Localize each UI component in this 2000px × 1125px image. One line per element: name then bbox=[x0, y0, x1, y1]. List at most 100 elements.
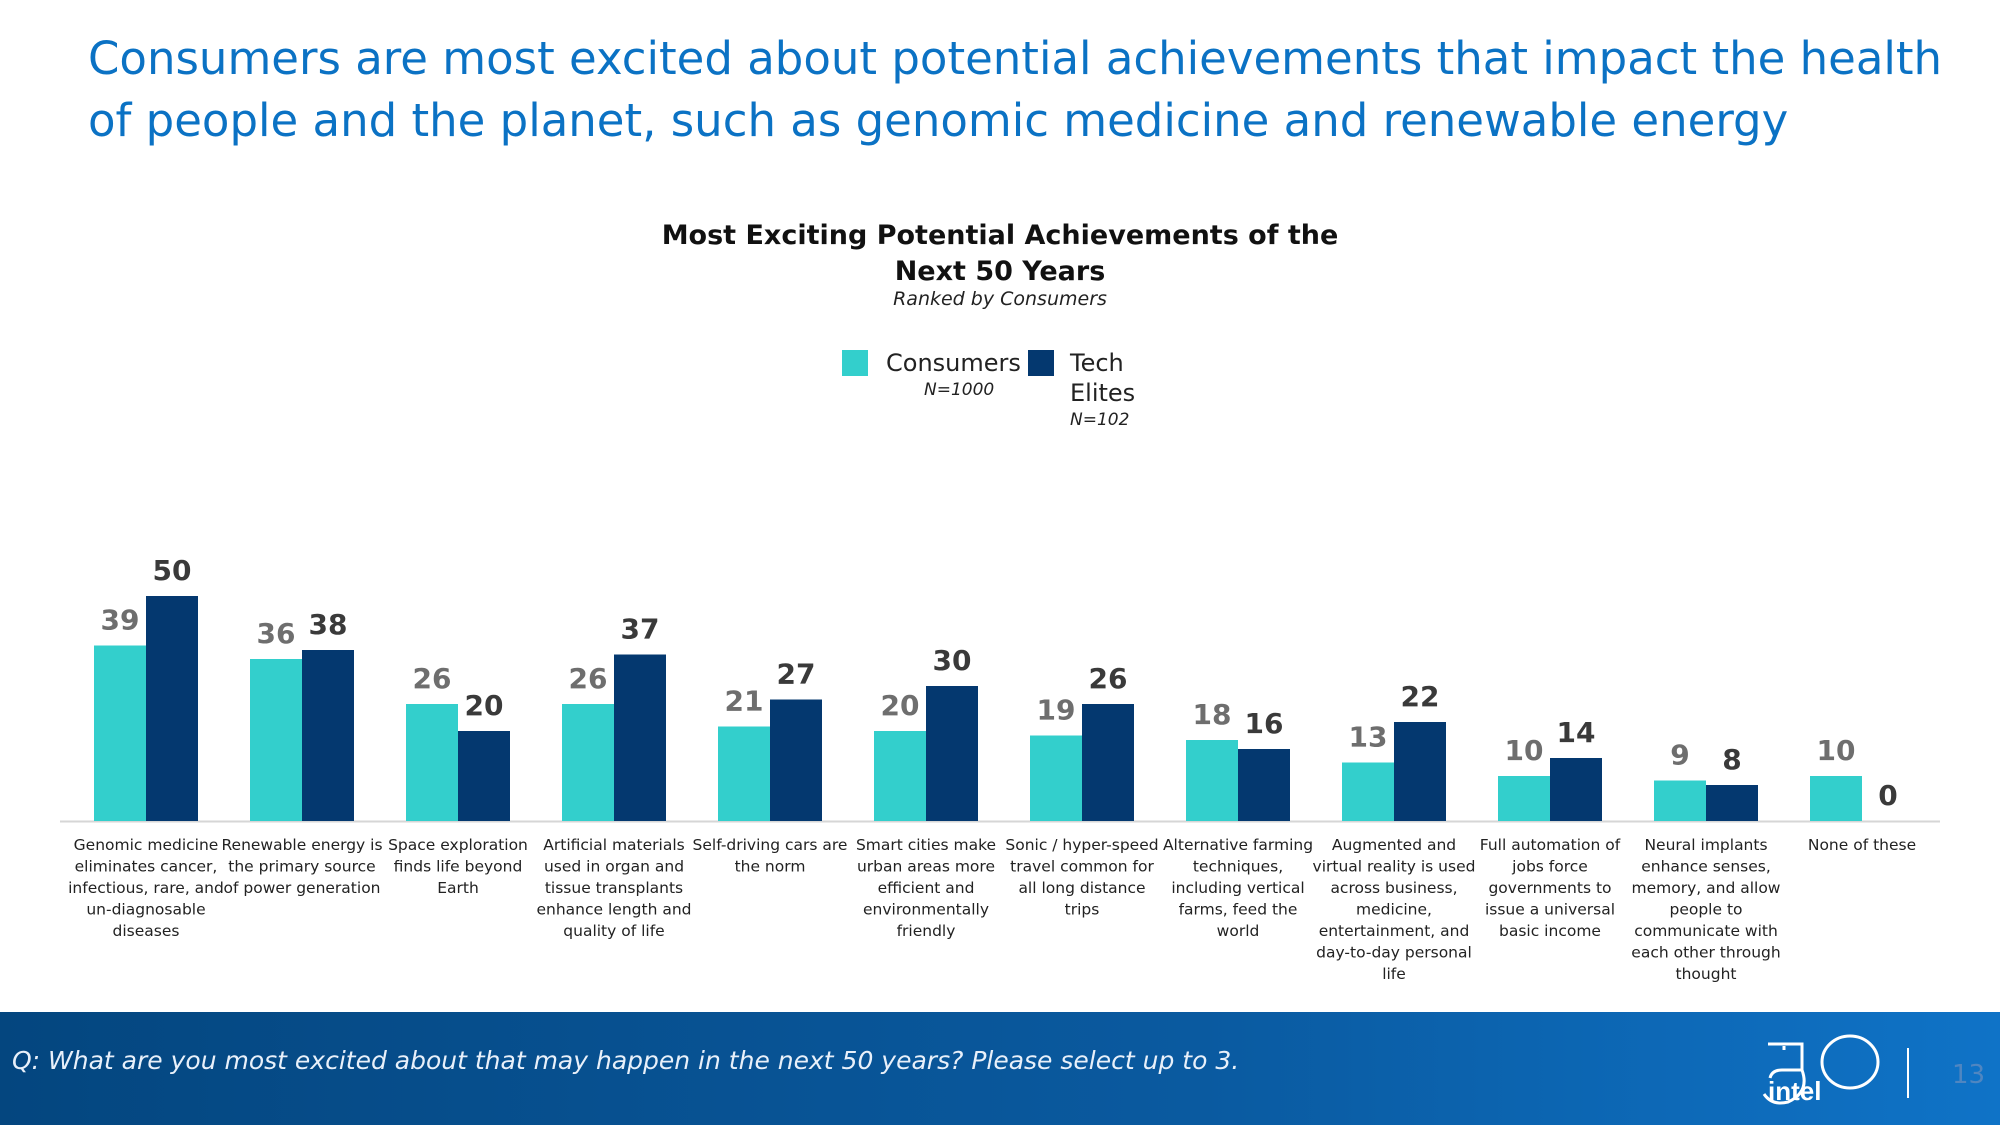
category-label-6-line-2: urban areas more bbox=[857, 858, 995, 876]
data-label-tech-elites-2: 38 bbox=[309, 608, 348, 641]
category-label-9-line-5: entertainment, and bbox=[1319, 922, 1470, 940]
data-label-tech-elites-3: 20 bbox=[465, 689, 504, 722]
data-label-consumers-5: 21 bbox=[725, 685, 764, 718]
category-label-1-line-4: un-diagnosable bbox=[86, 901, 205, 919]
category-label-10-line-5: basic income bbox=[1499, 922, 1601, 940]
data-label-consumers-3: 26 bbox=[413, 662, 452, 695]
category-label-9-line-2: virtual reality is used bbox=[1313, 858, 1476, 876]
bar-consumers-9 bbox=[1342, 762, 1394, 821]
bar-consumers-4 bbox=[562, 704, 614, 821]
category-label-4-line-2: used in organ and bbox=[544, 858, 684, 876]
headline: Consumers are most excited about potenti… bbox=[88, 32, 1943, 147]
category-label-6-line-4: environmentally bbox=[863, 901, 989, 919]
category-label-7-line-3: all long distance bbox=[1018, 879, 1145, 897]
category-label-3-line-2: finds life beyond bbox=[394, 858, 523, 876]
category-label-3-line-3: Earth bbox=[437, 879, 479, 897]
category-label-11-line-7: thought bbox=[1676, 965, 1737, 983]
chart-title: Most Exciting Potential Achievements of … bbox=[600, 218, 1400, 290]
category-label-11-line-5: communicate with bbox=[1634, 922, 1778, 940]
bar-consumers-11 bbox=[1654, 780, 1706, 821]
category-label-9-line-1: Augmented and bbox=[1332, 836, 1456, 854]
bar-tech-elites-6 bbox=[926, 686, 978, 821]
category-label-2-line-3: of power generation bbox=[224, 879, 381, 897]
category-label-8-line-4: farms, feed the bbox=[1179, 901, 1298, 919]
legend-swatch-consumers bbox=[842, 350, 868, 376]
category-label-8-line-1: Alternative farming bbox=[1163, 836, 1313, 854]
data-label-tech-elites-9: 22 bbox=[1401, 680, 1440, 713]
bar-tech-elites-11 bbox=[1706, 785, 1758, 821]
bar-consumers-1 bbox=[94, 645, 146, 821]
bar-tech-elites-1 bbox=[146, 596, 198, 821]
logo-zero-stroke bbox=[1820, 1034, 1880, 1090]
category-label-8-line-2: techniques, bbox=[1193, 858, 1283, 876]
category-label-11-line-4: people to bbox=[1669, 901, 1742, 919]
page-number: 13 bbox=[1952, 1060, 1986, 1090]
category-label-9-line-4: medicine, bbox=[1356, 901, 1432, 919]
chart-title-line-1: Most Exciting Potential Achievements of … bbox=[661, 220, 1339, 251]
category-label-8-line-3: including vertical bbox=[1171, 879, 1304, 897]
category-label-10-line-2: jobs force bbox=[1511, 858, 1588, 876]
category-label-1-line-3: infectious, rare, and bbox=[68, 879, 224, 897]
chart-subtitle: Ranked by Consumers bbox=[893, 288, 1107, 310]
category-label-11-line-1: Neural implants bbox=[1644, 836, 1767, 854]
bar-consumers-6 bbox=[874, 731, 926, 821]
data-label-tech-elites-5: 27 bbox=[777, 658, 816, 691]
category-label-7-line-4: trips bbox=[1065, 901, 1100, 919]
bar-consumers-7 bbox=[1030, 735, 1082, 821]
data-label-consumers-11: 9 bbox=[1670, 739, 1689, 772]
data-label-tech-elites-6: 30 bbox=[933, 644, 972, 677]
bar-tech-elites-8 bbox=[1238, 749, 1290, 821]
data-label-tech-elites-12: 0 bbox=[1878, 779, 1897, 812]
data-label-tech-elites-10: 14 bbox=[1557, 716, 1596, 749]
category-label-4-line-3: tissue transplants bbox=[545, 879, 683, 897]
data-label-tech-elites-11: 8 bbox=[1722, 743, 1741, 776]
category-label-10-line-1: Full automation of bbox=[1480, 836, 1621, 854]
bar-tech-elites-4 bbox=[614, 654, 666, 821]
data-label-consumers-2: 36 bbox=[257, 617, 296, 650]
category-label-6-line-3: efficient and bbox=[878, 879, 975, 897]
bar-consumers-5 bbox=[718, 726, 770, 821]
bar-tech-elites-5 bbox=[770, 699, 822, 821]
category-label-10-line-3: governments to bbox=[1488, 879, 1611, 897]
bar-tech-elites-2 bbox=[302, 650, 354, 821]
category-label-9-line-3: across business, bbox=[1330, 879, 1457, 897]
bar-chart: 39 50 Genomic medicine eliminates cancer, in… bbox=[60, 554, 1940, 983]
bar-consumers-2 bbox=[250, 659, 302, 821]
data-label-tech-elites-1: 50 bbox=[153, 554, 192, 587]
category-label-11-line-6: each other through bbox=[1631, 944, 1780, 962]
category-label-2-line-2: the primary source bbox=[228, 858, 375, 876]
category-label-7-line-2: travel common for bbox=[1010, 858, 1154, 876]
bar-tech-elites-9 bbox=[1394, 722, 1446, 821]
category-label-6-line-1: Smart cities make bbox=[856, 836, 996, 854]
category-label-5-line-1: Self-driving cars are bbox=[693, 836, 848, 854]
category-label-4-line-4: enhance length and bbox=[537, 901, 692, 919]
bar-tech-elites-7 bbox=[1082, 704, 1134, 821]
category-label-9-line-7: life bbox=[1382, 965, 1406, 983]
bar-consumers-12 bbox=[1810, 776, 1862, 821]
legend-swatch-tech-elites bbox=[1028, 350, 1054, 376]
category-label-1-line-2: eliminates cancer, bbox=[75, 858, 218, 876]
legend-label-consumers: Consumers bbox=[886, 349, 1021, 377]
category-label-4-line-1: Artificial materials bbox=[543, 836, 684, 854]
bar-tech-elites-10 bbox=[1550, 758, 1602, 821]
data-label-consumers-8: 18 bbox=[1193, 698, 1232, 731]
category-label-11-line-3: memory, and allow bbox=[1632, 879, 1781, 897]
category-label-10-line-4: issue a universal bbox=[1485, 901, 1615, 919]
footer-banner: Q: What are you most excited about that … bbox=[0, 1012, 2000, 1125]
category-label-3-line-1: Space exploration bbox=[388, 836, 528, 854]
category-label-1-line-1: Genomic medicine bbox=[74, 836, 219, 854]
footer-divider bbox=[1907, 1048, 1909, 1098]
legend-label-tech-elites-line-2: Elites bbox=[1070, 379, 1136, 407]
category-label-5-line-2: the norm bbox=[735, 858, 806, 876]
logo-five-stroke bbox=[1768, 1042, 1804, 1079]
data-label-tech-elites-8: 16 bbox=[1245, 707, 1284, 740]
legend-label-tech-elites: Tech Elites bbox=[1070, 348, 1135, 408]
bar-consumers-10 bbox=[1498, 776, 1550, 821]
logo-text: intel bbox=[1768, 1076, 1821, 1106]
survey-question: Q: What are you most excited about that … bbox=[12, 1046, 1240, 1075]
data-label-tech-elites-7: 26 bbox=[1089, 662, 1128, 695]
category-label-1-line-5: diseases bbox=[113, 922, 180, 940]
bar-tech-elites-3 bbox=[458, 731, 510, 821]
bar-consumers-8 bbox=[1186, 740, 1238, 821]
logo-swoosh-stroke bbox=[1762, 1069, 1806, 1105]
